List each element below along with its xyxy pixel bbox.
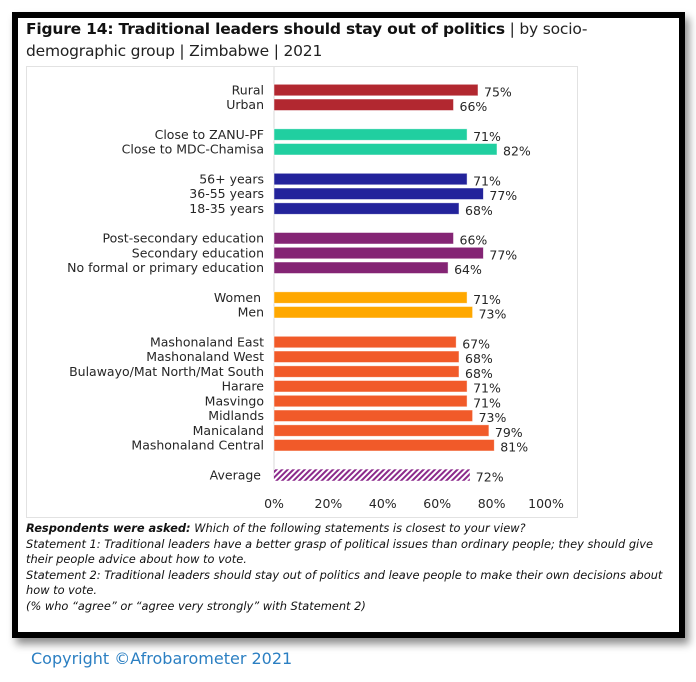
data-label: 75% — [484, 84, 512, 99]
data-label: 77% — [489, 188, 517, 203]
x-tick-label: 0% — [264, 496, 284, 511]
bar — [273, 232, 454, 245]
bar-group-average: Average 72% — [210, 467, 504, 484]
bar-group-party-affiliation: Close to ZANU-PF 71% Close to MDC-Chamisa 8… — [122, 127, 531, 159]
caption-note: (% who “agree” or “agree very strongly” … — [26, 598, 366, 613]
category-label: Women — [214, 290, 261, 305]
x-tick-label: 20% — [315, 496, 343, 511]
category-label: Bulawayo/Mat North/Mat South — [69, 364, 264, 379]
bar-chart: Rural 75%Urban 66%Close to ZANU-PF 71%Close… — [67, 67, 564, 511]
category-label: Close to ZANU-PF — [155, 127, 264, 142]
category-label: 56+ years — [199, 171, 264, 186]
bar — [273, 380, 468, 393]
bar-group-region: Mashonaland East 67% Mashonaland West 68% Bu… — [69, 334, 528, 454]
x-tick-label: 80% — [478, 496, 506, 511]
x-tick-label: 40% — [369, 496, 397, 511]
data-label: 71% — [473, 381, 501, 396]
category-label: Post-secondary education — [103, 231, 264, 246]
data-label: 73% — [479, 307, 507, 322]
figure-title-rest: | by socio-demographic group | Zimbabwe … — [26, 20, 588, 60]
survey-caption: Respondents were asked: Which of the fol… — [26, 521, 676, 615]
category-label: Average — [210, 467, 262, 482]
data-label: 73% — [479, 410, 507, 425]
data-label: 71% — [473, 292, 501, 307]
category-label: 18-35 years — [189, 201, 264, 216]
figure-title-bold: Figure 14: Traditional leaders should st… — [26, 20, 505, 38]
caption-statement-2: Statement 2: Traditional leaders should … — [26, 567, 663, 598]
bar — [273, 172, 468, 186]
bar — [273, 365, 460, 378]
data-label: 68% — [465, 203, 493, 218]
category-label: Midlands — [208, 408, 264, 423]
category-label: Men — [238, 305, 264, 320]
category-label: No formal or primary education — [67, 260, 264, 275]
bar — [273, 306, 474, 319]
bar — [273, 350, 460, 363]
bar — [273, 291, 468, 304]
chart-area: Rural 75% Urban 66% Close to ZANU-PF 71% Close… — [26, 66, 578, 518]
figure-title: Figure 14: Traditional leaders should st… — [26, 18, 646, 62]
bar — [274, 469, 470, 481]
data-label: 68% — [465, 351, 493, 366]
data-label: 71% — [473, 395, 501, 410]
caption-asked-label: Respondents were asked: — [26, 521, 191, 535]
bar — [273, 424, 490, 437]
category-label: Rural — [232, 82, 264, 97]
data-label: 71% — [473, 173, 501, 188]
bar — [273, 394, 468, 408]
category-label: Urban — [226, 97, 264, 112]
category-label: Close to MDC-Chamisa — [122, 142, 264, 157]
bar — [273, 261, 449, 274]
caption-question: Respondents were asked: Which of the fol… — [26, 521, 676, 537]
bar-group-age: 56+ years 71% 36-55 years 77% 18-35 years 68% — [189, 171, 517, 218]
data-label: 82% — [503, 144, 531, 159]
category-label: Mashonaland East — [150, 334, 264, 349]
data-label: 79% — [495, 425, 523, 440]
category-label: Mashonaland West — [146, 349, 264, 364]
data-label: 64% — [454, 262, 482, 277]
copyright-notice: Copyright ©Afrobarometer 2021 — [31, 649, 293, 668]
x-tick-label: 100% — [528, 496, 564, 511]
data-label: 66% — [460, 233, 488, 248]
data-label: 81% — [500, 440, 528, 455]
caption-statement-1: Statement 1: Traditional leaders have a … — [26, 536, 653, 567]
x-tick-label: 60% — [423, 496, 451, 511]
bar-group-gender: Women 71% Men 73% — [214, 290, 507, 322]
data-label: 68% — [465, 366, 493, 381]
bar — [273, 98, 454, 111]
bar-group-location: Rural 75% Urban 66% — [226, 82, 512, 114]
category-label: Mashonaland Central — [131, 438, 264, 453]
category-label: Secondary education — [132, 245, 264, 260]
bar — [273, 246, 484, 260]
bar — [273, 335, 457, 349]
data-label: 66% — [460, 99, 488, 114]
bar — [273, 143, 498, 156]
category-label: Manicaland — [193, 423, 264, 438]
category-label: Harare — [222, 379, 265, 394]
data-label: 67% — [462, 336, 490, 351]
bar — [273, 409, 474, 422]
category-label: 36-55 years — [189, 186, 264, 201]
bar-group-education: Post-secondary education 66% Secondary edu… — [67, 231, 517, 278]
bar — [273, 128, 468, 141]
caption-asked-text: Which of the following statements is clo… — [190, 521, 526, 535]
category-label: Masvingo — [205, 393, 264, 408]
bars-layer: Rural 75%Urban 66%Close to ZANU-PF 71%Close… — [67, 82, 531, 484]
data-label: 71% — [473, 129, 501, 144]
bar — [273, 439, 495, 452]
data-label: 77% — [489, 247, 517, 262]
bar — [273, 202, 460, 215]
bar — [273, 83, 479, 97]
bar — [273, 187, 484, 200]
x-axis-ticks: 0% 20% 40% 60% 80% 100% — [264, 496, 564, 511]
data-label: 72% — [476, 469, 504, 484]
